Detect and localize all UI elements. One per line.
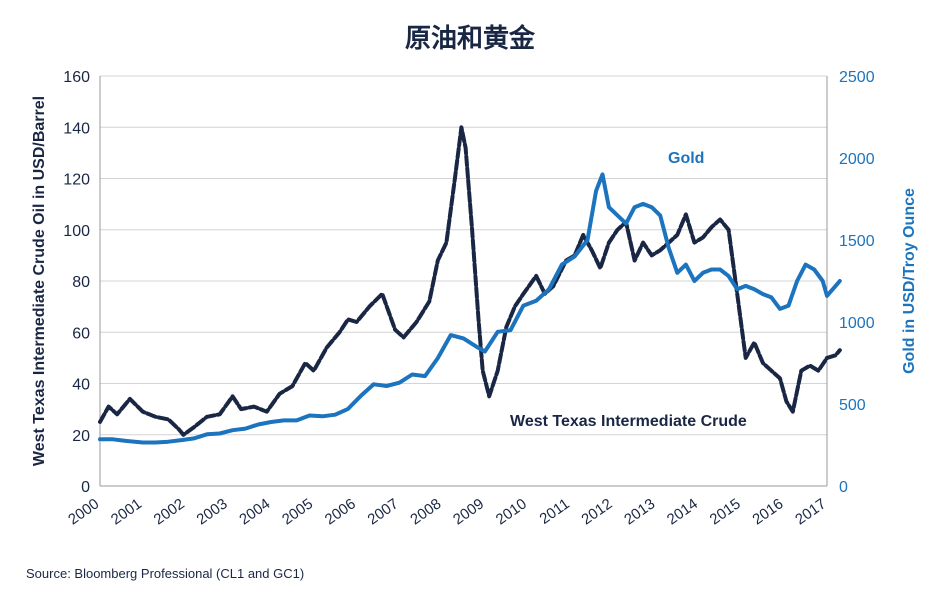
x-tick-label: 2006 bbox=[322, 495, 359, 528]
series-label-oil: West Texas Intermediate Crude bbox=[510, 413, 747, 430]
series-label-gold: Gold bbox=[668, 150, 704, 167]
chart-title: 原油和黄金 bbox=[404, 24, 535, 54]
y-tick-label-right: 1500 bbox=[839, 233, 875, 250]
series-line-gold bbox=[98, 172, 842, 445]
y-tick-label-left: 60 bbox=[72, 325, 90, 342]
y-tick-label-left: 120 bbox=[63, 172, 90, 189]
x-tick-label: 2003 bbox=[193, 495, 230, 528]
x-tick-label: 2014 bbox=[664, 495, 701, 528]
source-note: Source: Bloomberg Professional (CL1 and … bbox=[26, 566, 305, 581]
x-tick-label: 2004 bbox=[236, 495, 273, 528]
x-tick-label: 2008 bbox=[407, 495, 444, 528]
gridlines bbox=[99, 75, 828, 487]
y-tick-label-left: 140 bbox=[63, 120, 90, 137]
x-tick-label: 2017 bbox=[792, 495, 829, 528]
x-tick-label: 2012 bbox=[578, 495, 615, 528]
x-tick-label: 2007 bbox=[365, 495, 402, 528]
y-tick-label-right: 2500 bbox=[839, 69, 875, 86]
axis-ticks: 0 20 40 60 80 100 120 140 160 0 500 1000 1500 2000 250… bbox=[63, 69, 874, 528]
x-tick-label: 2000 bbox=[65, 495, 102, 528]
y-tick-label-right: 500 bbox=[839, 397, 866, 414]
chart-canvas: 0 20 40 60 80 100 120 140 160 0 500 1000 1500 2000 250… bbox=[31, 69, 918, 528]
series-line-oil bbox=[98, 125, 842, 437]
x-tick-label: 2016 bbox=[749, 495, 786, 528]
y-tick-label-left: 80 bbox=[72, 274, 90, 291]
x-tick-label: 2011 bbox=[537, 495, 573, 527]
y-axis-title-right: Gold in USD/Troy Ounce bbox=[901, 188, 918, 374]
y-tick-label-right: 2000 bbox=[839, 151, 875, 168]
y-tick-label-right: 0 bbox=[839, 479, 848, 496]
y-tick-label-left: 40 bbox=[72, 377, 90, 394]
y-tick-label-left: 0 bbox=[81, 479, 90, 496]
y-tick-label-right: 1000 bbox=[839, 315, 875, 332]
x-tick-label: 2002 bbox=[151, 495, 188, 528]
x-tick-label: 2013 bbox=[621, 495, 658, 528]
y-axis-title-left: West Texas Intermediate Crude Oil in USD… bbox=[31, 96, 48, 466]
series-lines bbox=[98, 125, 842, 445]
x-tick-label: 2015 bbox=[707, 495, 744, 528]
y-tick-label-left: 20 bbox=[72, 428, 90, 445]
x-tick-label: 2005 bbox=[279, 495, 316, 528]
x-tick-label: 2001 bbox=[108, 495, 145, 528]
x-tick-label: 2010 bbox=[493, 495, 530, 528]
y-tick-label-left: 100 bbox=[63, 223, 90, 240]
x-tick-label: 2009 bbox=[450, 495, 487, 528]
y-tick-label-left: 160 bbox=[63, 69, 90, 86]
